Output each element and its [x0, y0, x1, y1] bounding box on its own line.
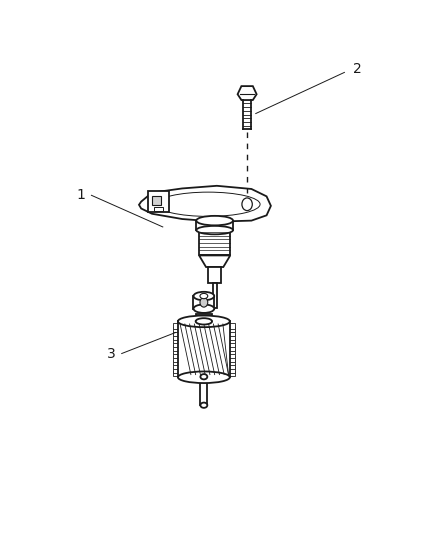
Text: 3: 3: [106, 346, 115, 360]
Polygon shape: [139, 186, 271, 222]
FancyBboxPatch shape: [148, 191, 169, 212]
FancyBboxPatch shape: [173, 371, 179, 376]
Ellipse shape: [178, 316, 230, 327]
FancyBboxPatch shape: [173, 349, 179, 354]
FancyBboxPatch shape: [199, 230, 230, 255]
Circle shape: [242, 198, 252, 211]
FancyBboxPatch shape: [229, 357, 235, 361]
FancyBboxPatch shape: [173, 338, 179, 343]
FancyBboxPatch shape: [229, 353, 235, 358]
FancyBboxPatch shape: [196, 221, 233, 230]
FancyBboxPatch shape: [173, 324, 179, 329]
FancyBboxPatch shape: [173, 327, 179, 333]
FancyBboxPatch shape: [196, 314, 212, 321]
FancyBboxPatch shape: [229, 345, 235, 351]
Text: 1: 1: [76, 188, 85, 203]
FancyBboxPatch shape: [194, 296, 214, 309]
FancyBboxPatch shape: [229, 349, 235, 354]
FancyBboxPatch shape: [208, 267, 221, 283]
FancyBboxPatch shape: [212, 283, 217, 308]
Ellipse shape: [178, 372, 230, 383]
Ellipse shape: [200, 293, 208, 298]
FancyBboxPatch shape: [229, 371, 235, 376]
Ellipse shape: [196, 216, 233, 225]
Text: 2: 2: [353, 62, 362, 76]
FancyBboxPatch shape: [173, 360, 179, 365]
Circle shape: [200, 297, 208, 307]
FancyBboxPatch shape: [229, 338, 235, 343]
FancyBboxPatch shape: [229, 324, 235, 329]
Ellipse shape: [196, 318, 212, 325]
Ellipse shape: [194, 292, 214, 300]
FancyBboxPatch shape: [229, 364, 235, 369]
FancyBboxPatch shape: [173, 331, 179, 336]
FancyBboxPatch shape: [229, 327, 235, 333]
FancyBboxPatch shape: [229, 367, 235, 373]
FancyBboxPatch shape: [152, 196, 161, 205]
FancyBboxPatch shape: [229, 360, 235, 365]
FancyBboxPatch shape: [173, 353, 179, 358]
FancyBboxPatch shape: [173, 357, 179, 361]
Ellipse shape: [196, 226, 233, 235]
FancyBboxPatch shape: [173, 367, 179, 373]
Ellipse shape: [194, 304, 214, 313]
FancyBboxPatch shape: [173, 334, 179, 340]
FancyBboxPatch shape: [201, 375, 207, 405]
FancyBboxPatch shape: [154, 207, 163, 211]
FancyBboxPatch shape: [178, 321, 230, 377]
FancyBboxPatch shape: [173, 364, 179, 369]
Polygon shape: [237, 86, 257, 100]
FancyBboxPatch shape: [229, 331, 235, 336]
Ellipse shape: [201, 374, 207, 379]
FancyBboxPatch shape: [229, 342, 235, 347]
Ellipse shape: [201, 402, 207, 408]
FancyBboxPatch shape: [229, 334, 235, 340]
Polygon shape: [199, 255, 230, 267]
FancyBboxPatch shape: [173, 345, 179, 351]
FancyBboxPatch shape: [173, 342, 179, 347]
